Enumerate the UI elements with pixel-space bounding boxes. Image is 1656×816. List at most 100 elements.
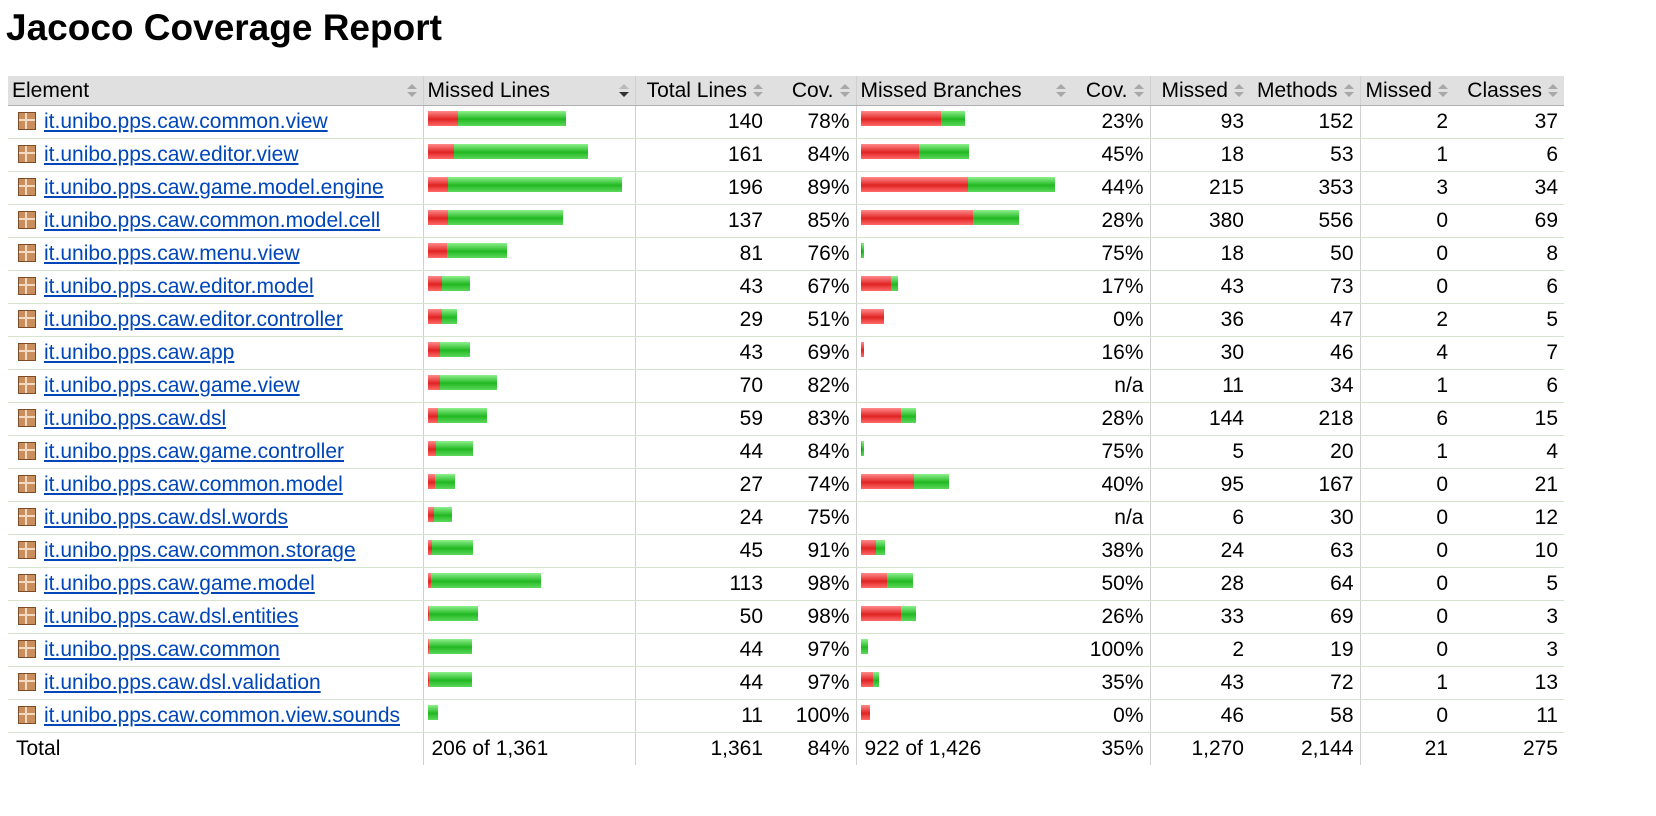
table-row: it.unibo.pps.caw.game.controller 44 84% 75%… (8, 435, 1564, 469)
missed-methods-cell: 46 (1149, 699, 1250, 733)
total-lines-cell: 81 (634, 237, 769, 271)
branch-coverage-bar (860, 177, 1055, 192)
package-link[interactable]: it.unibo.pps.caw.menu.view (44, 242, 300, 265)
package-link[interactable]: it.unibo.pps.caw.app (44, 341, 235, 364)
missed-lines-bar-cell (422, 138, 635, 172)
line-coverage-cell: 51% (769, 303, 856, 337)
missed-classes-cell: 4 (1359, 336, 1454, 370)
missed-lines-bar-cell (422, 402, 635, 436)
line-coverage-bar (427, 375, 497, 390)
package-link[interactable]: it.unibo.pps.caw.dsl.words (44, 506, 288, 529)
package-link[interactable]: it.unibo.pps.caw.editor.view (44, 143, 299, 166)
missed-bar-segment (427, 342, 440, 357)
covered-bar-segment (918, 144, 969, 159)
package-link[interactable]: it.unibo.pps.caw.common (44, 638, 280, 661)
table-row: it.unibo.pps.caw.editor.view 161 84% 45% 18 5… (8, 138, 1564, 172)
covered-bar-segment (453, 144, 588, 159)
element-cell: it.unibo.pps.caw.common (8, 633, 423, 667)
missed-branches-bar-cell (855, 699, 1072, 733)
sort-arrows-icon (1548, 84, 1558, 98)
package-link[interactable]: it.unibo.pps.caw.editor.model (44, 275, 314, 298)
missed-bar-segment (860, 540, 876, 555)
line-coverage-bar (427, 441, 473, 456)
table-row: it.unibo.pps.caw.game.model.engine 196 89%… (8, 171, 1564, 205)
classes-cell: 3 (1454, 633, 1564, 667)
classes-cell: 5 (1454, 567, 1564, 601)
package-link[interactable]: it.unibo.pps.caw.common.view.sounds (44, 704, 401, 727)
covered-bar-segment (446, 243, 507, 258)
column-header-total-lines[interactable]: Total Lines (634, 76, 769, 106)
table-row: it.unibo.pps.caw.common 44 97% 100% 2 19 0 3 (8, 633, 1564, 667)
missed-branches-bar-cell (855, 402, 1072, 436)
package-link[interactable]: it.unibo.pps.caw.dsl (44, 407, 227, 430)
missed-lines-bar-cell (422, 666, 635, 700)
column-header-methods[interactable]: Methods (1250, 76, 1360, 106)
covered-bar-segment (900, 606, 916, 621)
covered-bar-segment (890, 276, 898, 291)
total-branch-coverage: 35% (1101, 737, 1144, 760)
covered-bar-segment (886, 573, 913, 588)
missed-methods-cell: 28 (1149, 567, 1250, 601)
missed-methods-cell: 24 (1149, 534, 1250, 568)
methods-cell: 64 (1250, 567, 1360, 601)
branch-coverage-bar (860, 573, 913, 588)
line-coverage-bar (427, 210, 563, 225)
package-link[interactable]: it.unibo.pps.caw.game.view (44, 374, 300, 397)
missed-branches-bar-cell (855, 270, 1072, 304)
covered-bar-segment (875, 540, 885, 555)
branch-coverage-cell: 26% (1072, 600, 1150, 634)
package-link[interactable]: it.unibo.pps.caw.dsl.entities (44, 605, 299, 628)
column-header-classes[interactable]: Classes (1454, 76, 1564, 106)
missed-methods-cell: 11 (1149, 369, 1250, 403)
branch-coverage-cell: 16% (1072, 336, 1150, 370)
total-lines-cell: 50 (634, 600, 769, 634)
missed-branches-bar-cell (855, 435, 1072, 469)
column-header-branch-coverage[interactable]: Cov. (1072, 76, 1150, 106)
table-row: it.unibo.pps.caw.dsl.words 24 75% n/a 6 30 0 12 (8, 501, 1564, 535)
column-header-element[interactable]: Element (8, 76, 423, 106)
column-header-missed-branches[interactable]: Missed Branches (855, 76, 1072, 106)
line-coverage-bar (427, 573, 541, 588)
package-icon (18, 310, 36, 328)
column-header-missed-methods[interactable]: Missed (1149, 76, 1250, 106)
package-link[interactable]: it.unibo.pps.caw.common.model (44, 473, 343, 496)
package-link[interactable]: it.unibo.pps.caw.editor.controller (44, 308, 343, 331)
missed-bar-segment (427, 144, 454, 159)
column-header-line-coverage[interactable]: Cov. (769, 76, 856, 106)
package-link[interactable]: it.unibo.pps.caw.game.controller (44, 440, 344, 463)
line-coverage-cell: 89% (769, 171, 856, 205)
methods-cell: 30 (1250, 501, 1360, 535)
package-link[interactable]: it.unibo.pps.caw.game.model (44, 572, 315, 595)
missed-bar-segment (427, 672, 429, 687)
missed-branches-bar-cell (855, 237, 1072, 271)
missed-bar-segment (427, 177, 448, 192)
branch-coverage-bar (860, 408, 916, 423)
branch-coverage-cell: 100% (1072, 633, 1150, 667)
column-header-missed-classes[interactable]: Missed (1359, 76, 1454, 106)
classes-cell: 12 (1454, 501, 1564, 535)
missed-classes-cell: 6 (1359, 402, 1454, 436)
package-link[interactable]: it.unibo.pps.caw.game.model.engine (44, 176, 384, 199)
line-coverage-bar (427, 507, 452, 522)
sort-arrows-icon (1234, 84, 1244, 98)
missed-methods-cell: 43 (1149, 270, 1250, 304)
line-coverage-bar (427, 639, 472, 654)
branch-coverage-cell: 28% (1072, 402, 1150, 436)
package-link[interactable]: it.unibo.pps.caw.common.model.cell (44, 209, 381, 232)
covered-bar-segment (441, 309, 457, 324)
column-header-label: Cov. (1085, 78, 1128, 102)
missed-branches-bar-cell (855, 138, 1072, 172)
covered-bar-segment (439, 342, 470, 357)
package-link[interactable]: it.unibo.pps.caw.dsl.validation (44, 671, 321, 694)
line-coverage-cell: 100% (769, 699, 856, 733)
missed-lines-bar-cell (422, 105, 635, 139)
sort-arrows-icon (1133, 84, 1144, 98)
package-link[interactable]: it.unibo.pps.caw.common.storage (44, 539, 356, 562)
element-cell: it.unibo.pps.caw.common.view.sounds (8, 699, 423, 733)
line-coverage-bar (427, 309, 457, 324)
package-link[interactable]: it.unibo.pps.caw.common.view (44, 110, 328, 133)
missed-bar-segment (427, 210, 448, 225)
package-icon (18, 673, 36, 691)
element-cell: it.unibo.pps.caw.game.view (8, 369, 423, 403)
column-header-missed-lines[interactable]: Missed Lines (422, 76, 635, 106)
